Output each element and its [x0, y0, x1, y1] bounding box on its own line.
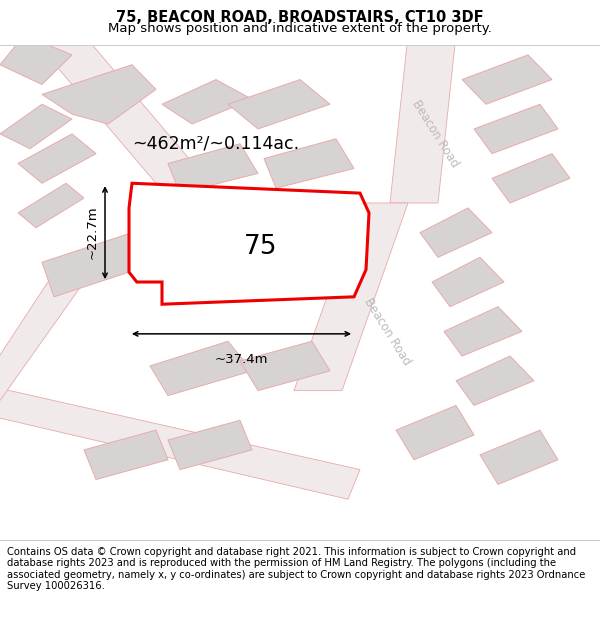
- Polygon shape: [129, 183, 369, 304]
- Polygon shape: [264, 139, 354, 188]
- Polygon shape: [390, 35, 456, 203]
- Text: 75: 75: [244, 234, 278, 261]
- Polygon shape: [42, 65, 156, 124]
- Polygon shape: [294, 203, 408, 391]
- Polygon shape: [462, 55, 552, 104]
- Text: Beacon Road: Beacon Road: [361, 296, 413, 368]
- Polygon shape: [240, 341, 330, 391]
- Polygon shape: [444, 307, 522, 356]
- Polygon shape: [228, 79, 330, 129]
- Polygon shape: [420, 208, 492, 258]
- Text: Map shows position and indicative extent of the property.: Map shows position and indicative extent…: [108, 22, 492, 35]
- Polygon shape: [396, 406, 474, 460]
- Polygon shape: [480, 430, 558, 484]
- Polygon shape: [30, 35, 252, 232]
- Text: ~22.7m: ~22.7m: [86, 206, 99, 259]
- Text: 75, BEACON ROAD, BROADSTAIRS, CT10 3DF: 75, BEACON ROAD, BROADSTAIRS, CT10 3DF: [116, 10, 484, 25]
- Polygon shape: [0, 386, 360, 499]
- Polygon shape: [0, 35, 72, 84]
- Polygon shape: [18, 134, 96, 183]
- Polygon shape: [18, 183, 84, 228]
- Polygon shape: [162, 79, 252, 124]
- Text: Contains OS data © Crown copyright and database right 2021. This information is : Contains OS data © Crown copyright and d…: [7, 546, 586, 591]
- Polygon shape: [474, 104, 558, 154]
- Polygon shape: [84, 430, 168, 479]
- Text: ~37.4m: ~37.4m: [215, 352, 268, 366]
- Text: Beacon Road: Beacon Road: [409, 98, 461, 170]
- Polygon shape: [168, 420, 252, 469]
- Polygon shape: [432, 258, 504, 307]
- Polygon shape: [492, 154, 570, 203]
- Polygon shape: [0, 104, 72, 149]
- Text: ~462m²/~0.114ac.: ~462m²/~0.114ac.: [133, 135, 299, 152]
- Polygon shape: [150, 341, 252, 396]
- Polygon shape: [168, 144, 258, 193]
- Polygon shape: [456, 356, 534, 406]
- Polygon shape: [0, 282, 84, 401]
- Polygon shape: [42, 232, 144, 297]
